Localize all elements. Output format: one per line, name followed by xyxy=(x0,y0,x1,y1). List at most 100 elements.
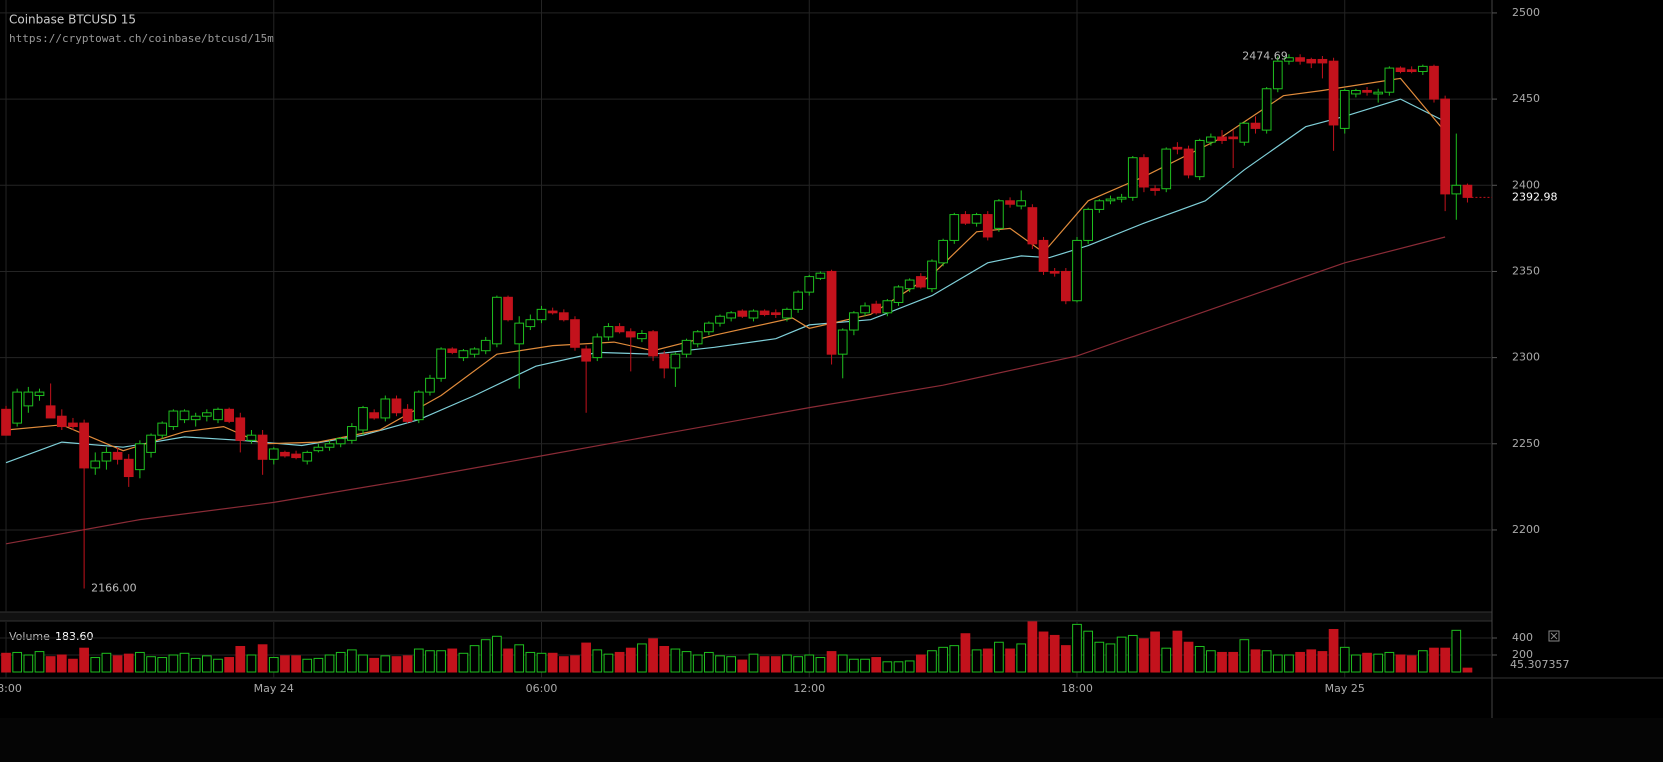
candle-body xyxy=(458,350,469,359)
close-icon[interactable] xyxy=(1550,632,1558,640)
candle-body xyxy=(703,322,714,333)
candle-body xyxy=(347,426,357,441)
volume-bar xyxy=(681,651,692,673)
candle-body xyxy=(603,326,614,338)
volume-bar xyxy=(659,645,670,673)
volume-bar xyxy=(168,654,179,673)
volume-bar xyxy=(1172,630,1183,673)
volume-bar xyxy=(715,655,725,673)
volume-bar xyxy=(146,656,156,673)
candle-body xyxy=(56,415,67,428)
close-box[interactable] xyxy=(1548,630,1560,642)
candle-body xyxy=(1072,239,1082,302)
volume-bar xyxy=(1373,653,1384,673)
candle-body xyxy=(1127,157,1138,198)
volume-bar xyxy=(101,652,112,673)
candle-body xyxy=(291,453,301,459)
candle-body xyxy=(324,443,335,448)
candle-body xyxy=(358,407,368,431)
candle-body xyxy=(1139,157,1149,188)
volume-bar xyxy=(1261,650,1272,673)
volume-bar xyxy=(770,656,781,673)
volume-bar xyxy=(960,633,971,673)
candle-body xyxy=(380,398,391,419)
candle-body xyxy=(480,339,491,352)
volume-bar xyxy=(358,654,368,673)
footer xyxy=(0,718,1663,762)
volume-bar xyxy=(324,654,335,673)
volume-bar xyxy=(994,641,1004,673)
volume-bar xyxy=(280,655,290,673)
volume-bar xyxy=(179,652,190,673)
volume-bar xyxy=(235,645,246,673)
candle-body xyxy=(882,300,893,314)
volume-bar xyxy=(1417,650,1428,673)
candle-body xyxy=(849,312,859,331)
candle-body xyxy=(1116,196,1127,200)
volume-bar xyxy=(1105,643,1116,673)
volume-bar xyxy=(224,657,234,673)
volume-bar xyxy=(335,651,346,673)
candle-body xyxy=(1295,57,1305,62)
candle-body xyxy=(101,451,112,462)
x-tick-label: May 24 xyxy=(254,682,294,695)
candle-body xyxy=(547,310,558,314)
volume-bar xyxy=(90,657,101,673)
volume-bar xyxy=(436,650,446,673)
candle-body xyxy=(492,296,502,345)
candle-body xyxy=(369,412,380,419)
candle-body xyxy=(201,412,212,417)
indicator-line xyxy=(5,98,1446,464)
volume-bar xyxy=(904,660,915,673)
x-tick-label: 12:00 xyxy=(793,682,825,695)
volume-bar xyxy=(648,638,658,673)
candle-body xyxy=(737,310,748,317)
candle-body xyxy=(860,305,870,314)
volume-bar xyxy=(804,654,815,673)
candle-body xyxy=(681,339,692,355)
volume-bar xyxy=(547,652,558,673)
volume-bar xyxy=(1072,623,1082,673)
chart-subtitle: https://cryptowat.ch/coinbase/btcusd/15m xyxy=(9,32,274,45)
candle-body xyxy=(1384,67,1395,93)
candle-body xyxy=(1060,270,1071,302)
candle-body xyxy=(793,291,803,310)
close-button[interactable] xyxy=(1548,630,1560,642)
volume-bar xyxy=(915,654,926,673)
candle-body xyxy=(1217,136,1227,141)
candle-body xyxy=(1038,239,1049,272)
volume-bar xyxy=(1272,654,1283,673)
price-annotation: 2474.69 xyxy=(1242,50,1288,63)
last-price-box xyxy=(1510,189,1560,206)
candle-body xyxy=(759,310,770,316)
volume-bar xyxy=(1339,646,1350,673)
y-tick-label: 2300 xyxy=(1512,351,1540,364)
volume-bar xyxy=(860,658,870,673)
volume-bar xyxy=(1295,651,1305,673)
candle-body xyxy=(625,331,636,338)
volume-bar xyxy=(34,651,45,673)
candle-body xyxy=(614,326,625,333)
volume-bar xyxy=(347,649,357,673)
candle-body xyxy=(268,448,279,460)
volume-bar xyxy=(425,650,435,673)
candle-body xyxy=(1395,67,1406,73)
candle-body xyxy=(536,308,547,321)
candle-body xyxy=(246,434,257,441)
candle-body xyxy=(1284,57,1294,62)
volume-bar xyxy=(759,656,770,673)
candle-body xyxy=(1373,91,1384,95)
volume-bar xyxy=(23,654,34,673)
candle-body xyxy=(503,296,513,321)
y-tick-label: 400 xyxy=(1512,631,1533,644)
candle-body xyxy=(213,408,223,421)
candle-body xyxy=(402,408,413,422)
candle-body xyxy=(1161,148,1172,190)
volume-bar xyxy=(1016,643,1027,673)
candle-body xyxy=(971,214,982,224)
candle-body xyxy=(826,270,837,355)
candle-body xyxy=(1440,98,1450,195)
volume-bar xyxy=(871,657,882,673)
